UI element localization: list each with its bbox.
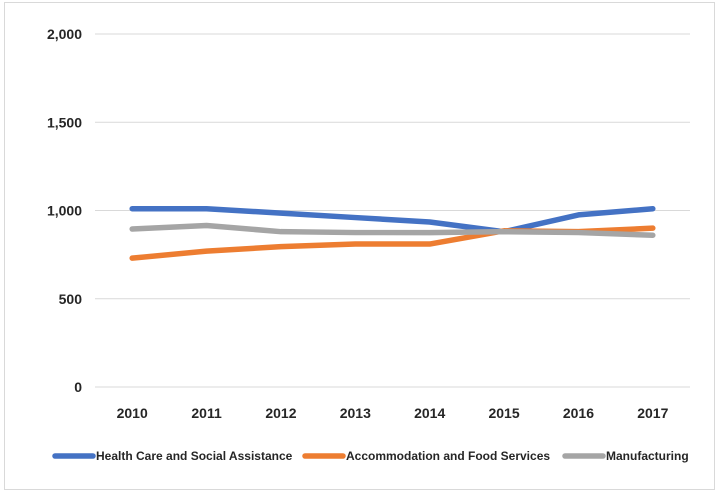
data-point [278,229,283,234]
legend-label: Accommodation and Food Services [346,449,550,463]
legend-item: Accommodation and Food Services [302,449,550,463]
legend: Health Care and Social Assistance Accommo… [52,449,689,463]
data-point [130,206,135,211]
data-point [427,242,432,247]
x-tick-label: 2017 [637,405,668,421]
data-point [576,212,581,217]
data-point [502,229,507,234]
data-point [278,211,283,216]
legend-item: Manufacturing [562,449,689,463]
data-point [576,230,581,235]
series-lines [129,205,656,261]
data-point [650,233,655,238]
x-tick-label: 2013 [340,405,371,421]
data-point [353,242,358,247]
data-point [650,206,655,211]
y-tick-label: 500 [59,291,83,307]
data-point [427,230,432,235]
data-point [427,219,432,224]
y-tick-label: 1,500 [47,114,82,130]
legend-label: Health Care and Social Assistance [96,449,293,463]
data-point [130,227,135,232]
y-tick-label: 1,000 [47,203,82,219]
legend-label: Manufacturing [606,449,689,463]
x-tick-label: 2014 [414,405,445,421]
x-tick-label: 2016 [563,405,594,421]
series-line [129,205,656,235]
data-point [353,230,358,235]
data-point [650,226,655,231]
series-0 [129,205,656,235]
data-point [130,256,135,261]
y-tick-label: 2,000 [47,26,82,42]
x-tick-label: 2011 [191,405,222,421]
x-tick-label: 2010 [117,405,148,421]
series-2 [129,222,656,238]
gridlines [95,33,690,388]
data-point [204,223,209,228]
series-line [129,222,656,238]
x-axis-tick-labels: 2010 2011 2012 2013 2014 2015 2016 2017 [117,405,669,421]
data-point [204,249,209,254]
data-point [278,244,283,249]
x-tick-label: 2015 [488,405,519,421]
data-point [353,215,358,220]
x-tick-label: 2012 [265,405,296,421]
y-tick-label: 0 [74,379,82,395]
y-axis-tick-labels: 0 500 1,000 1,500 2,000 [47,26,82,395]
data-point [204,206,209,211]
legend-item: Health Care and Social Assistance [52,449,293,463]
chart-frame [4,2,715,490]
